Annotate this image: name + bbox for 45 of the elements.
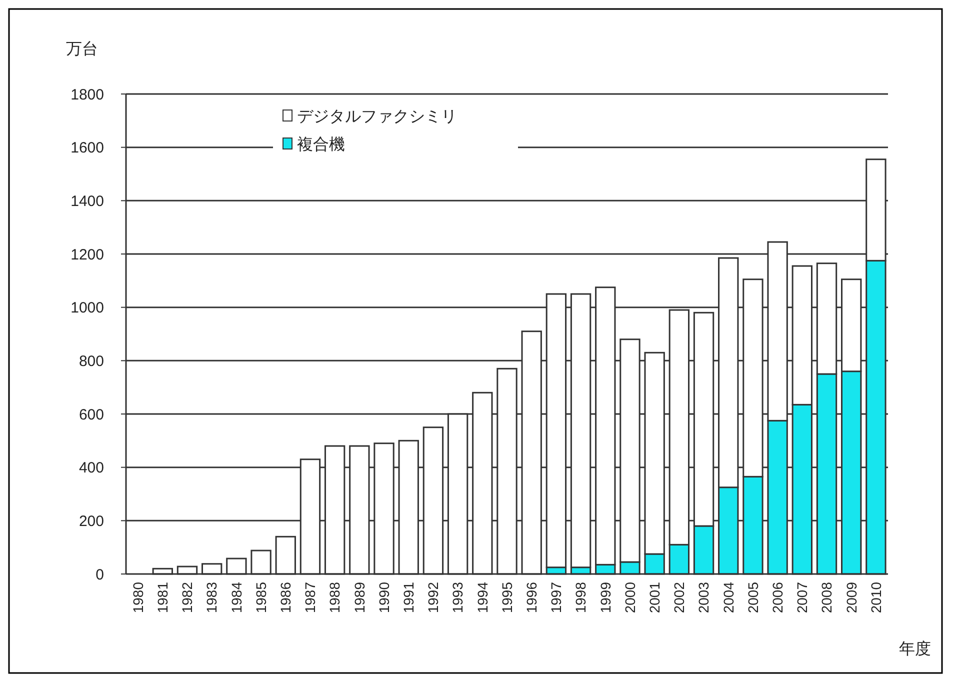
y-tick-label: 200 (78, 512, 104, 530)
x-axis-title: 年度 (899, 640, 931, 658)
x-tick-label: 2001 (646, 582, 662, 614)
x-tick-label: 2008 (818, 582, 835, 614)
y-axis-title: 万台 (66, 40, 98, 58)
legend-label: デジタルファクシミリ (297, 108, 457, 126)
x-tick-label: 1994 (474, 582, 490, 614)
x-tick-label: 1983 (204, 582, 220, 614)
y-tick-label: 1200 (70, 246, 104, 264)
x-tick-label: 1980 (130, 582, 146, 614)
x-tick-label: 1991 (400, 582, 417, 614)
x-tick-label: 2006 (769, 582, 786, 614)
x-tick-label: 2010 (868, 582, 884, 614)
x-tick-label: 1985 (252, 582, 269, 614)
y-tick-label: 400 (78, 460, 104, 477)
x-tick-label: 1995 (498, 582, 515, 614)
x-tick-label: 1981 (154, 582, 171, 614)
x-tick-label: 1990 (376, 582, 392, 614)
y-tick-label: 1800 (70, 86, 104, 104)
x-tick-label: 2007 (794, 582, 810, 614)
x-tick-label: 2009 (843, 582, 860, 614)
x-tick-label: 1989 (351, 582, 368, 614)
x-tick-label: 1996 (523, 582, 540, 614)
x-tick-label: 1998 (572, 582, 589, 614)
y-tick-label: 800 (78, 352, 104, 370)
y-tick-label: 1400 (70, 192, 104, 210)
y-tick-label: 600 (78, 406, 104, 424)
y-tick-label: 1600 (70, 140, 104, 157)
x-tick-label: 2005 (744, 582, 761, 614)
x-tick-label: 2000 (622, 582, 638, 614)
x-tick-label: 1997 (548, 582, 564, 614)
x-tick-label: 2004 (720, 582, 736, 614)
x-tick-label: 1988 (326, 582, 343, 614)
x-tick-label: 1993 (450, 582, 466, 614)
x-tick-label: 1999 (597, 582, 614, 614)
legend-label: 複合機 (297, 136, 345, 154)
x-tick-label: 1982 (179, 582, 196, 614)
x-tick-label: 2002 (671, 582, 688, 614)
x-tick-label: 1992 (425, 582, 442, 614)
y-tick-label: 1000 (70, 300, 104, 317)
x-tick-label: 2003 (696, 582, 712, 614)
x-tick-label: 1984 (228, 582, 244, 614)
x-tick-label: 1986 (278, 582, 294, 614)
y-tick-label: 0 (96, 566, 104, 584)
x-tick-label: 1987 (302, 582, 318, 614)
